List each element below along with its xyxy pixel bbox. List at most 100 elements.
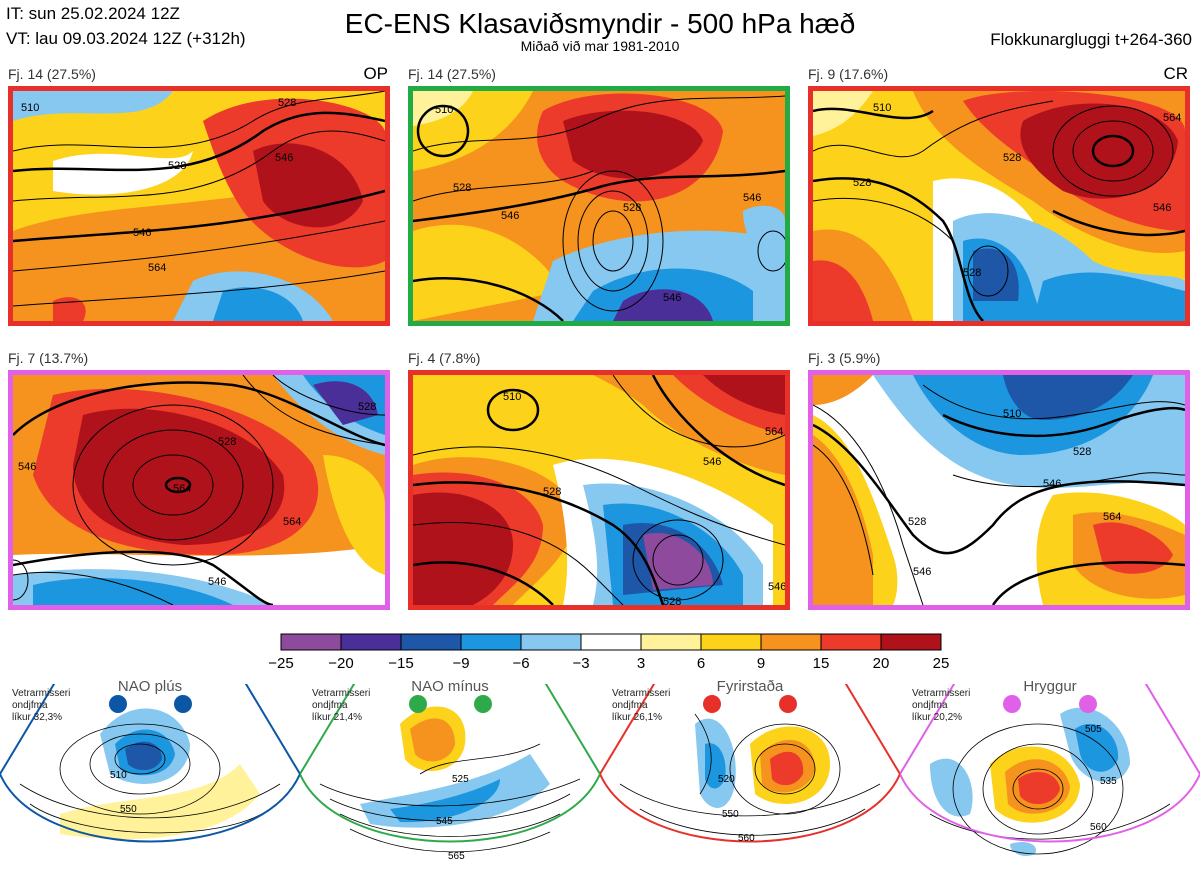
map-graphic: 510 528 546 564 528 546	[13, 91, 385, 321]
contour-label: 505	[1085, 724, 1102, 735]
anomaly-map: 510 528 546 564 528 546	[8, 86, 390, 326]
map-graphic: 510 528 546 528 546 564	[413, 375, 785, 605]
colorbar-swatch	[400, 633, 462, 651]
valid-time: VT: lau 09.03.2024 12Z (+312h)	[6, 29, 246, 48]
colorbar	[280, 633, 942, 651]
regime-ridge[interactable]: 505 535 560 Hryggur Vetrarmisseri ondjfma…	[900, 678, 1200, 874]
contour-label: 528	[278, 97, 296, 109]
contour-label: 560	[1090, 822, 1107, 833]
regime-marker	[109, 695, 127, 713]
anomaly-map: 510 528 564 546 528 528	[808, 86, 1190, 326]
colorbar-tick-label: −20	[328, 655, 354, 672]
regime-info: Vetrarmisseri ondjfma líkur 32,3%	[12, 688, 71, 723]
contour-label: 510	[21, 102, 39, 114]
contour-label: 546	[913, 566, 931, 578]
colorbar-swatch	[700, 633, 762, 651]
colorbar-tick-label: 3	[636, 655, 646, 672]
contour-label: 528	[1073, 446, 1091, 458]
regime-graphic: 505 535 560	[900, 684, 1200, 856]
initial-time: IT: sun 25.02.2024 12Z	[6, 4, 180, 23]
contour-label: 550	[722, 809, 739, 820]
anomaly-map: 510 528 546 528 546 564	[408, 370, 790, 610]
contour-label: 528	[1003, 152, 1021, 164]
cluster-label: Fj. 14 (27.5%)	[408, 66, 496, 82]
contour-label: 528	[623, 202, 641, 214]
cluster-tag: OP	[363, 64, 388, 83]
regime-frame	[0, 684, 300, 843]
contour-label: 510	[873, 102, 891, 114]
cluster-panel-4[interactable]: Fj. 7 (13.7%)	[8, 350, 398, 620]
contour-label: 546	[1153, 202, 1171, 214]
contour-label: 564	[148, 262, 166, 274]
regime-name: NAO mínus	[411, 678, 489, 695]
regime-graphic: 520 550 560	[600, 684, 900, 844]
regime-graphic: 525 545 565	[300, 684, 600, 862]
colorbar-swatch	[460, 633, 522, 651]
regime-graphic: 510 550	[0, 684, 300, 843]
regime-marker	[474, 695, 492, 713]
regime-frame	[600, 684, 900, 843]
map-graphic: 510 528 546 528 546 546	[413, 91, 785, 321]
colorbar-tick-label: −9	[452, 655, 470, 672]
regime-marker	[174, 695, 192, 713]
contour-label: 546	[663, 292, 681, 304]
regime-marker	[703, 695, 721, 713]
cluster-panel-6[interactable]: Fj. 3 (5.9%)	[808, 350, 1198, 620]
map-graphic: 528 546 564 564 546 528	[13, 375, 385, 605]
page-subtitle: Miðað við mar 1981-2010	[520, 38, 680, 54]
cluster-panel-2[interactable]: Fj. 14 (27.5%)	[408, 66, 798, 336]
page-title: EC-ENS Klasaviðsmyndir - 500 hPa hæð	[344, 8, 856, 39]
contour-label: 546	[133, 227, 151, 239]
cluster-panel-3[interactable]: Fj. 9 (17.6%) CR	[808, 64, 1198, 336]
colorbar-tick-label: 6	[696, 655, 706, 672]
regime-marker	[409, 695, 427, 713]
contour-label: 528	[963, 267, 981, 279]
anomaly-map: 510 528 546 528 546 546	[408, 86, 790, 326]
contour-label: 535	[1100, 776, 1117, 787]
cluster-label: Fj. 7 (13.7%)	[8, 350, 89, 366]
regime-info: Vetrarmisseri ondjfma líkur 26,1%	[612, 688, 671, 723]
cluster-panel-1[interactable]: Fj. 14 (27.5%) OP 510	[8, 64, 398, 336]
contour-label: 546	[768, 581, 785, 593]
contour-label: 546	[703, 456, 721, 468]
contour-label: 525	[452, 774, 469, 785]
colorbar-tick-label: −25	[268, 655, 294, 672]
colorbar-tick-label: 9	[756, 655, 766, 672]
regime-nao-plus[interactable]: 510 550 NAO plús Vetrarmisseri ondjfma lík…	[0, 678, 300, 874]
colorbar-tick-label: −6	[512, 655, 530, 672]
colorbar-swatch	[520, 633, 582, 651]
contour-label: 528	[663, 596, 681, 605]
contour-label: 546	[501, 210, 519, 222]
colorbar-tick-label: 20	[872, 655, 890, 672]
regime-marker	[1079, 695, 1097, 713]
contour-label: 528	[908, 516, 926, 528]
colorbar-swatch	[640, 633, 702, 651]
contour-label: 564	[1163, 112, 1181, 124]
cluster-label: Fj. 14 (27.5%)	[8, 66, 96, 82]
colorbar-swatch	[760, 633, 822, 651]
cluster-panel-5[interactable]: Fj. 4 (7.8%)	[408, 350, 798, 620]
classification-window: Flokkunargluggi t+264-360	[990, 30, 1192, 49]
regime-nao-minus[interactable]: 525 545 565 NAO mínus Vetrarmisseri ondjf…	[300, 678, 600, 874]
regime-name: NAO plús	[117, 678, 183, 695]
contour-label: 528	[168, 160, 186, 172]
cluster-label: Fj. 4 (7.8%)	[408, 350, 481, 366]
regime-frame	[900, 684, 1200, 843]
regime-name: Fyrirstaða	[716, 678, 784, 695]
cluster-tag: CR	[1163, 64, 1188, 83]
colorbar-swatch	[880, 633, 942, 651]
contour-label: 546	[208, 576, 226, 588]
contour-label: 510	[435, 104, 453, 116]
contour-label: 546	[18, 461, 36, 473]
contour-label: 528	[453, 182, 471, 194]
contour-label: 545	[436, 816, 453, 827]
contour-label: 528	[543, 486, 561, 498]
colorbar-tick-label: 15	[812, 655, 830, 672]
contour-label: 510	[110, 770, 127, 781]
contour-label: 510	[503, 391, 521, 403]
regime-blocking[interactable]: 520 550 560 Fyrirstaða Vetrarmisseri ondj…	[600, 678, 900, 874]
contour-label: 564	[173, 483, 191, 495]
contour-label: 546	[275, 152, 293, 164]
colorbar-tick-label: 25	[932, 655, 950, 672]
cluster-label: Fj. 3 (5.9%)	[808, 350, 881, 366]
